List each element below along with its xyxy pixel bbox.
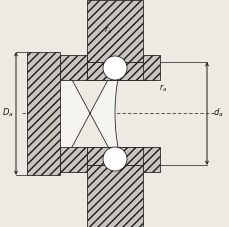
- Polygon shape: [87, 147, 147, 165]
- Text: $D_a$: $D_a$: [2, 107, 14, 119]
- Polygon shape: [27, 52, 60, 175]
- Polygon shape: [87, 0, 142, 62]
- Circle shape: [103, 147, 126, 171]
- Polygon shape: [87, 62, 147, 80]
- Polygon shape: [60, 147, 87, 172]
- Polygon shape: [57, 41, 128, 185]
- Polygon shape: [87, 165, 142, 227]
- Polygon shape: [87, 147, 147, 165]
- Polygon shape: [87, 62, 147, 80]
- Text: $r_a$: $r_a$: [104, 24, 112, 36]
- Circle shape: [103, 56, 126, 80]
- Text: $r_a$: $r_a$: [158, 82, 166, 94]
- Polygon shape: [60, 55, 87, 80]
- Polygon shape: [142, 55, 159, 80]
- Text: $d_a$: $d_a$: [212, 107, 222, 119]
- Polygon shape: [142, 147, 159, 172]
